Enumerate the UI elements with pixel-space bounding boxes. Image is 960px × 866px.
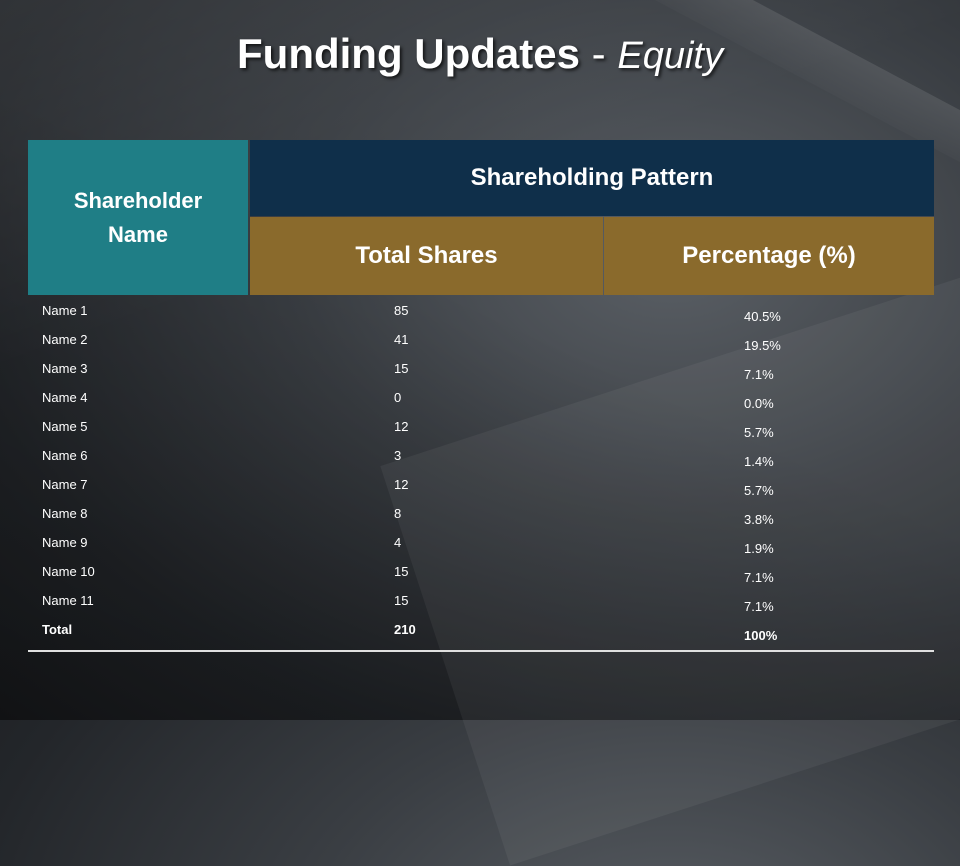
cell-percentage: 7.1%	[744, 367, 774, 382]
cell-shares: 8	[394, 506, 402, 521]
table-row: Name 6 3 1.4%	[28, 440, 934, 469]
cell-shares: 41	[394, 332, 409, 347]
cell-name: Name 6	[42, 448, 88, 463]
cell-shares: 3	[394, 448, 402, 463]
cell-shares: 85	[394, 303, 409, 318]
table-row: Name 2 41 19.5%	[28, 324, 934, 353]
table-row: Name 10 15 7.1%	[28, 556, 934, 585]
cell-percentage: 3.8%	[744, 512, 774, 527]
cell-name: Name 5	[42, 419, 88, 434]
table-row: Name 7 12 5.7%	[28, 469, 934, 498]
cell-percentage: 5.7%	[744, 425, 774, 440]
cell-percentage: 1.4%	[744, 454, 774, 469]
background-photo	[0, 0, 960, 720]
table-row: Name 11 15 7.1%	[28, 585, 934, 614]
cell-shares: 210	[394, 622, 416, 637]
title-subtitle: Equity	[617, 35, 723, 77]
table-row: Name 8 8 3.8%	[28, 498, 934, 527]
cell-name: Name 11	[42, 593, 94, 608]
cell-name: Name 9	[42, 535, 88, 550]
cell-percentage: 0.0%	[744, 396, 774, 411]
cell-shares: 15	[394, 564, 409, 579]
header-shareholding-pattern: Shareholding Pattern	[250, 140, 934, 216]
table-row: Name 5 12 5.7%	[28, 411, 934, 440]
header-percentage: Percentage (%)	[604, 217, 934, 295]
cell-name: Name 10	[42, 564, 95, 579]
cell-name: Name 7	[42, 477, 88, 492]
cell-name: Name 8	[42, 506, 88, 521]
cell-percentage: 7.1%	[744, 599, 774, 614]
table-total-row: Total 210 100%	[28, 614, 934, 652]
cell-percentage: 19.5%	[744, 338, 781, 353]
slide-title: Funding Updates - Equity	[0, 30, 960, 78]
shareholding-table: Shareholder Name Shareholding Pattern To…	[28, 140, 934, 652]
header-total-shares: Total Shares	[250, 217, 603, 295]
cell-name: Name 2	[42, 332, 88, 347]
table-row: Name 4 0 0.0%	[28, 382, 934, 411]
cell-name: Total	[42, 622, 73, 637]
table-row: Name 9 4 1.9%	[28, 527, 934, 556]
cell-percentage: 100%	[744, 628, 778, 643]
table-header: Shareholder Name Shareholding Pattern To…	[28, 140, 934, 295]
table-body: Name 1 85 40.5% Name 2 41 19.5% Name 3 15 7.1% Na…	[28, 295, 934, 652]
title-separator: -	[591, 30, 606, 77]
cell-name: Name 4	[42, 390, 88, 405]
table-row: Name 1 85 40.5%	[28, 295, 934, 324]
cell-percentage: 1.9%	[744, 541, 774, 556]
cell-shares: 4	[394, 535, 402, 550]
cell-percentage: 7.1%	[744, 570, 774, 585]
cell-shares: 12	[394, 477, 409, 492]
cell-percentage: 40.5%	[744, 309, 781, 324]
cell-shares: 15	[394, 593, 409, 608]
cell-name: Name 3	[42, 361, 88, 376]
header-shareholder-name: Shareholder Name	[28, 140, 248, 295]
table-row: Name 3 15 7.1%	[28, 353, 934, 382]
title-main: Funding Updates	[237, 30, 580, 77]
cell-percentage: 5.7%	[744, 483, 774, 498]
cell-name: Name 1	[42, 303, 88, 318]
cell-shares: 12	[394, 419, 409, 434]
cell-shares: 0	[394, 390, 402, 405]
cell-shares: 15	[394, 361, 409, 376]
